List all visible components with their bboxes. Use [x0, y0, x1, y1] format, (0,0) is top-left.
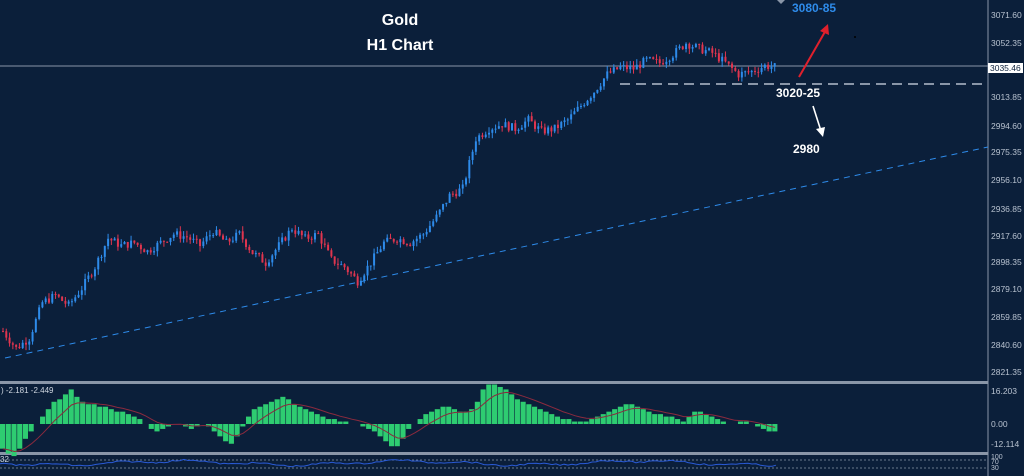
candles: [2, 42, 776, 351]
price-tick: 3013.85: [991, 92, 1022, 102]
macd-tick-zero: 0.00: [991, 419, 1008, 429]
rsi-line: [0, 458, 777, 468]
pane-separator-macd: [0, 381, 988, 384]
price-tick: 2879.10: [991, 284, 1022, 294]
price-tick: 2956.10: [991, 175, 1022, 185]
pane-separator-rsi: [0, 452, 988, 455]
price-tick: 2994.60: [991, 121, 1022, 131]
target-down-label: 2980: [793, 142, 820, 156]
price-tick: 2859.85: [991, 312, 1022, 322]
target-up-label: 3080-85: [792, 1, 837, 15]
price-tick: 2898.35: [991, 257, 1022, 267]
price-tick: 3052.35: [991, 38, 1022, 48]
price-tick: 2917.60: [991, 231, 1022, 241]
rsi-tick-70: 70: [991, 459, 999, 466]
price-tick: 3071.60: [991, 10, 1022, 20]
rsi-label: 32: [0, 455, 9, 464]
price-tick: 2821.35: [991, 367, 1022, 377]
macd-tick-high: 16.203: [991, 386, 1017, 396]
chart-subtitle: H1 Chart: [366, 37, 434, 54]
current-price-tag: 3035.46: [988, 63, 1023, 73]
macd-signal-line: [2, 391, 776, 453]
price-tick: 2840.60: [991, 340, 1022, 350]
up-arrow-icon: [798, 24, 829, 78]
price-tick: 2975.35: [991, 147, 1022, 157]
rsi-tick-100: 100: [991, 454, 1003, 461]
macd-histogram: [0, 384, 778, 457]
trendline: [4, 146, 989, 359]
macd-tick-low: -12.114: [991, 439, 1020, 449]
down-arrow-icon: [812, 105, 825, 137]
rsi-tick-30: 30: [991, 465, 999, 472]
marker-icon: [777, 0, 785, 4]
chart-title: Gold: [381, 12, 419, 29]
macd-label: ) -2.181 -2.449: [1, 386, 54, 395]
support-label: 3020-25: [776, 86, 821, 100]
price-tick: 2936.85: [991, 204, 1022, 214]
